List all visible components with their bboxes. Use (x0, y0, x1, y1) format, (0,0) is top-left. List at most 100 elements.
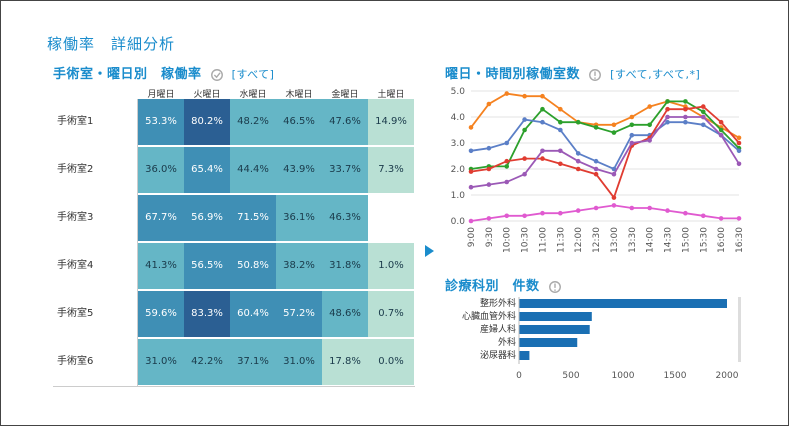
heatmap-cell[interactable]: 71.5% (230, 195, 276, 241)
heatmap-column-header: 金曜日 (331, 90, 359, 100)
data-point (575, 166, 581, 172)
heatmap-cell[interactable]: 7.3% (368, 147, 414, 193)
data-point (736, 216, 742, 221)
heatmap-cell[interactable] (368, 195, 414, 241)
series-line (470, 204, 739, 222)
x-tick-label: 11:00 (538, 227, 548, 253)
data-point (683, 210, 688, 216)
heatmap-cell[interactable]: 41.3% (138, 243, 184, 289)
heatmap-cell[interactable]: 67.7% (138, 195, 184, 241)
x-tick-label: 15:30 (699, 227, 709, 253)
data-point (683, 99, 688, 104)
heatmap-cell[interactable]: 36.1% (276, 195, 322, 241)
bar[interactable] (519, 351, 530, 360)
heatmap-cell[interactable]: 47.6% (322, 99, 368, 145)
heatmap-cell[interactable]: 56.9% (184, 195, 230, 241)
data-point (665, 208, 670, 213)
heatmap-cell[interactable]: 33.7% (322, 147, 368, 193)
heatmap-column-header: 土曜日 (377, 90, 405, 100)
play-arrow-icon[interactable] (425, 245, 434, 257)
heatmap-row-label: 手術室2 (57, 164, 94, 175)
heatmap-cell[interactable]: 31.8% (322, 243, 368, 289)
data-point (558, 119, 563, 125)
bar-category-label: 整形外科 (480, 297, 516, 309)
y-tick-label: 5.0 (451, 87, 466, 97)
heatmap-cell[interactable]: 0.7% (368, 291, 414, 337)
heatmap-cell[interactable]: 60.4% (230, 291, 276, 337)
heatmap-cell[interactable]: 14.9% (368, 99, 414, 145)
data-point (718, 119, 724, 125)
heatmap-title: 手術室・曜日別 稼働率 (53, 67, 202, 82)
page-title: 稼働率 詳細分析 (47, 35, 176, 53)
x-tick-label: 9:00 (467, 227, 477, 247)
bar-chart-title: 診療科別 件数 (445, 279, 540, 294)
heatmap-cell[interactable]: 17.8% (322, 339, 368, 385)
heatmap-cell[interactable]: 37.1% (230, 339, 276, 385)
heatmap-cell[interactable]: 31.0% (276, 339, 322, 385)
data-point (629, 140, 635, 146)
heatmap-cell[interactable]: 53.3% (138, 99, 184, 145)
y-tick-label: 1.0 (451, 191, 466, 201)
line-chart-filter[interactable]: [すべて,すべて,*] (610, 68, 701, 81)
refresh-icon[interactable] (548, 280, 562, 294)
data-point (736, 148, 742, 154)
data-point (522, 117, 527, 122)
heatmap-cell[interactable]: 80.2% (184, 99, 230, 145)
data-point (700, 114, 706, 120)
data-point (647, 205, 652, 211)
heatmap-axis-line (137, 99, 138, 387)
heatmap-column-header: 月曜日 (147, 90, 175, 100)
data-point (575, 151, 581, 156)
data-point (540, 156, 545, 161)
heatmap-cell[interactable]: 42.2% (184, 339, 230, 385)
heatmap-cell[interactable]: 56.5% (184, 243, 230, 289)
refresh-icon[interactable] (588, 68, 602, 82)
heatmap-cell[interactable]: 48.6% (322, 291, 368, 337)
heatmap-cell[interactable]: 46.5% (276, 99, 322, 145)
series-line (470, 116, 740, 189)
data-point (558, 127, 563, 133)
heatmap-cell[interactable]: 43.9% (276, 147, 322, 193)
data-point (504, 158, 510, 164)
heatmap-cell[interactable]: 46.3% (322, 195, 368, 241)
line-chart-title: 曜日・時間別稼働室数 (445, 67, 581, 82)
heatmap-column-header: 木曜日 (285, 90, 313, 100)
heatmap-cell[interactable]: 59.6% (138, 291, 184, 337)
data-point (700, 104, 706, 109)
heatmap-cell[interactable]: 44.4% (230, 147, 276, 193)
data-point (468, 148, 474, 154)
heatmap-cell[interactable]: 48.2% (230, 99, 276, 145)
heatmap-filter[interactable]: [すべて] (231, 68, 275, 81)
bar[interactable] (519, 312, 592, 321)
data-point (611, 203, 617, 208)
x-tick-label: 10:00 (503, 227, 513, 253)
bar[interactable] (519, 325, 590, 334)
heatmap-cell[interactable]: 38.2% (276, 243, 322, 289)
data-point (522, 156, 527, 161)
series-line (470, 100, 740, 170)
heatmap-cell[interactable]: 50.8% (230, 243, 276, 289)
x-tick-label: 13:30 (628, 227, 638, 253)
heatmap-cell[interactable]: 57.2% (276, 291, 322, 337)
heatmap-cell[interactable]: 65.4% (184, 147, 230, 193)
heatmap-cell[interactable]: 36.0% (138, 147, 184, 193)
heatmap-cell[interactable]: 1.0% (368, 243, 414, 289)
heatmap-row: 手術室5 59.6% 83.3% 60.4% 57.2% 48.6% 0.7% (53, 291, 415, 337)
data-point (683, 114, 688, 120)
x-tick-label: 12:30 (592, 227, 602, 253)
x-tick-label: 12:00 (574, 227, 584, 253)
data-point (504, 91, 510, 96)
data-point (665, 99, 670, 104)
bar[interactable] (519, 338, 578, 347)
heatmap-cell[interactable]: 83.3% (184, 291, 230, 337)
data-point (575, 158, 581, 164)
x-tick-label: 10:30 (521, 227, 531, 253)
heatmap-cell[interactable]: 0.0% (368, 339, 414, 385)
heatmap-cell[interactable]: 31.0% (138, 339, 184, 385)
refresh-icon[interactable] (210, 68, 224, 82)
bar[interactable] (519, 299, 727, 308)
heatmap-column-headers: 月曜日 火曜日 水曜日 木曜日 金曜日 土曜日 (138, 87, 415, 100)
data-point (540, 93, 545, 99)
data-point (575, 119, 581, 125)
data-point (593, 158, 599, 164)
